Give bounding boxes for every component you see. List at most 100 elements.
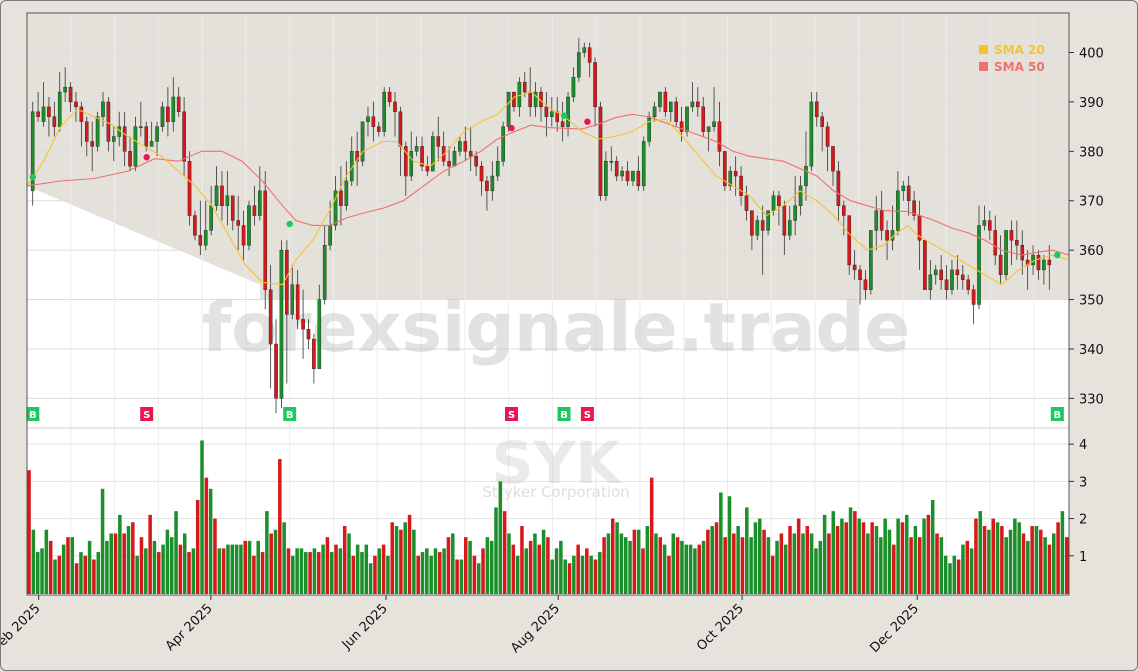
volume-bar <box>200 440 204 594</box>
volume-bar <box>157 552 161 594</box>
candle-body <box>912 200 916 216</box>
candle-body <box>312 338 316 369</box>
candle-body <box>771 195 776 211</box>
candle-body <box>149 141 154 147</box>
price-tick-label: 400 <box>1079 47 1104 62</box>
volume-bar <box>956 559 961 594</box>
volume-bar <box>243 540 248 594</box>
volume-bar <box>269 533 273 594</box>
volume-bar <box>342 526 347 594</box>
volume-bar <box>995 522 1000 594</box>
volume-bar <box>239 544 243 594</box>
candle-body <box>495 161 500 177</box>
volume-bar <box>602 537 606 594</box>
candle-body <box>133 126 138 167</box>
candle-body <box>550 111 554 117</box>
volume-bar <box>943 555 948 594</box>
volume-tick-label: 1 <box>1079 550 1087 565</box>
candle-body <box>79 106 84 122</box>
volume-bar <box>822 514 827 594</box>
candle-body <box>874 210 879 231</box>
volume-bar <box>848 507 853 594</box>
candle-body <box>814 101 819 117</box>
volume-bar <box>623 537 628 594</box>
candle-body <box>414 146 419 152</box>
volume-bar <box>386 555 390 594</box>
candle-body <box>950 269 954 290</box>
volume-bar <box>334 544 338 594</box>
volume-bar <box>697 544 701 594</box>
volume-bar <box>982 526 987 594</box>
volume-bar <box>412 529 416 594</box>
volume-bar <box>109 533 113 594</box>
volume-bar <box>152 540 157 594</box>
candle-body <box>825 126 830 147</box>
volume-bar <box>70 537 75 594</box>
volume-bar <box>753 522 758 594</box>
price-tick-label: 380 <box>1079 145 1104 160</box>
watermark-ticker: SYK <box>492 429 623 497</box>
candle-body <box>166 106 170 122</box>
candle-body <box>214 185 219 206</box>
volume-bar <box>693 548 697 594</box>
signal-label: B <box>29 410 37 421</box>
candle-body <box>760 220 765 231</box>
candle-body <box>809 101 814 167</box>
volume-bar <box>796 518 801 594</box>
volume-bar <box>831 511 836 594</box>
candle-body <box>68 86 73 103</box>
volume-bar <box>749 537 753 594</box>
volume-bar <box>502 511 507 594</box>
volume-bar <box>316 552 321 594</box>
watermark-site: forexsignale.trade <box>202 289 911 368</box>
candle-body <box>636 170 641 187</box>
volume-bar <box>598 552 602 594</box>
candle-body <box>485 180 489 192</box>
volume-bar <box>818 540 823 594</box>
candle-body <box>144 126 149 147</box>
volume-bar <box>252 555 256 594</box>
candle-body <box>566 96 570 127</box>
candle-body <box>717 121 722 152</box>
candle-body <box>1009 230 1014 241</box>
volume-bar <box>312 548 317 594</box>
volume-bar <box>662 544 667 594</box>
date-tick-label: Apr 2025 <box>163 601 216 654</box>
candle-body <box>193 215 197 236</box>
candle-body <box>425 165 430 172</box>
candle-body <box>90 141 94 147</box>
volume-bar <box>546 537 550 594</box>
candle-body <box>982 220 987 226</box>
volume-bar <box>325 537 330 594</box>
volume-bar <box>1017 522 1021 594</box>
volume-bar <box>723 537 727 594</box>
candle-body <box>258 190 262 216</box>
volume-bar <box>481 548 485 594</box>
volume-bar <box>355 544 360 594</box>
candle-body <box>750 210 754 236</box>
volume-bar <box>113 533 118 594</box>
volume-bar <box>874 526 879 594</box>
candle-body <box>360 121 365 162</box>
volume-bar <box>1043 537 1047 594</box>
candle-body <box>187 161 192 216</box>
volume-bar <box>416 555 420 594</box>
volume-bar <box>213 518 217 594</box>
candle-body <box>479 165 484 182</box>
volume-bar <box>299 548 304 594</box>
volume-bar <box>974 518 978 594</box>
candle-body <box>198 235 203 246</box>
volume-bar <box>913 526 918 594</box>
volume-bar <box>567 563 572 594</box>
volume-bar <box>559 540 563 594</box>
volume-bar <box>844 522 848 594</box>
candle-body <box>74 101 78 108</box>
price-tick-label: 370 <box>1079 195 1104 210</box>
volume-bar <box>403 522 407 594</box>
candle-body <box>744 195 749 211</box>
sma50-line <box>26 113 1070 256</box>
candle-body <box>782 205 787 236</box>
candle-body <box>696 101 700 108</box>
